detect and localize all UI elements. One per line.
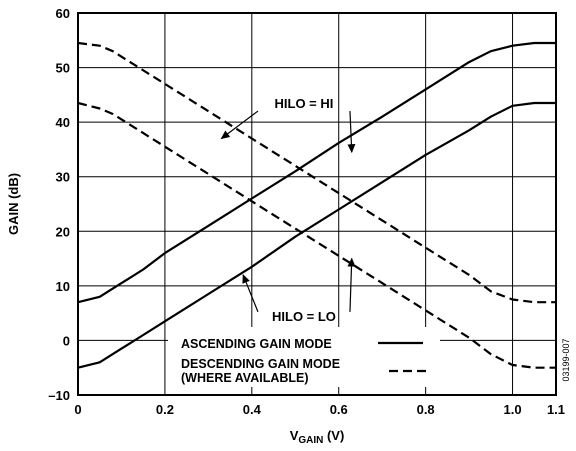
x-axis-label: VGAIN (V): [290, 428, 345, 446]
plot-frame: [77, 12, 557, 396]
legend-box: [168, 327, 440, 387]
legend-label-descending: DESCENDING GAIN MODE: [181, 357, 340, 371]
annotation-arrow: [220, 110, 259, 140]
y-tick-label: 0: [63, 333, 70, 348]
y-tick-label: 50: [56, 61, 70, 76]
series-layer: [77, 41, 556, 369]
x-axis-label-unit: (V): [323, 428, 344, 443]
y-tick-label: –10: [48, 388, 70, 403]
x-tick-label: 0.6: [330, 402, 348, 417]
y-axis-label: GAIN (dB): [6, 173, 21, 235]
series-line-1: [77, 41, 556, 304]
legend-label-ascending: ASCENDING GAIN MODE: [181, 337, 332, 351]
legend-layer: ASCENDING GAIN MODE DESCENDING GAIN MODE(…: [181, 337, 428, 385]
annotation-layer: HILO = HI HILO = LO: [220, 96, 356, 324]
annotation-label-2: HILO = LO: [272, 309, 336, 324]
y-tick-label: 30: [56, 170, 70, 185]
annotation-arrow: [347, 257, 356, 312]
x-axis-label-sub: GAIN: [298, 435, 323, 446]
y-tick-label: 40: [56, 115, 70, 130]
legend-label-descending-2: (WHERE AVAILABLE): [181, 371, 309, 385]
tick-layer: 0 0.2 0.4 0.6 0.8 1.0 1.1 –10 0 10 20 30 40 50 60: [48, 6, 565, 417]
x-tick-label: 1.1: [547, 402, 565, 417]
x-tick-label: 0.4: [243, 402, 262, 417]
y-tick-label: 10: [56, 279, 70, 294]
y-tick-label: 20: [56, 224, 70, 239]
y-tick-label: 60: [56, 6, 70, 21]
x-tick-label: 0.2: [156, 402, 174, 417]
x-tick-label: 0: [74, 402, 81, 417]
annotation-arrow: [347, 111, 356, 154]
x-tick-label: 0.8: [417, 402, 435, 417]
x-tick-label: 1.0: [504, 402, 522, 417]
x-axis-label-main: V: [290, 428, 299, 443]
series-line-4: [77, 101, 556, 369]
figure-id: 03199-007: [561, 338, 571, 381]
series-line-3: [77, 41, 556, 304]
series-line-2: [77, 101, 556, 369]
annotation-label-1: HILO = HI: [275, 96, 334, 111]
annotation-arrow: [242, 274, 259, 313]
